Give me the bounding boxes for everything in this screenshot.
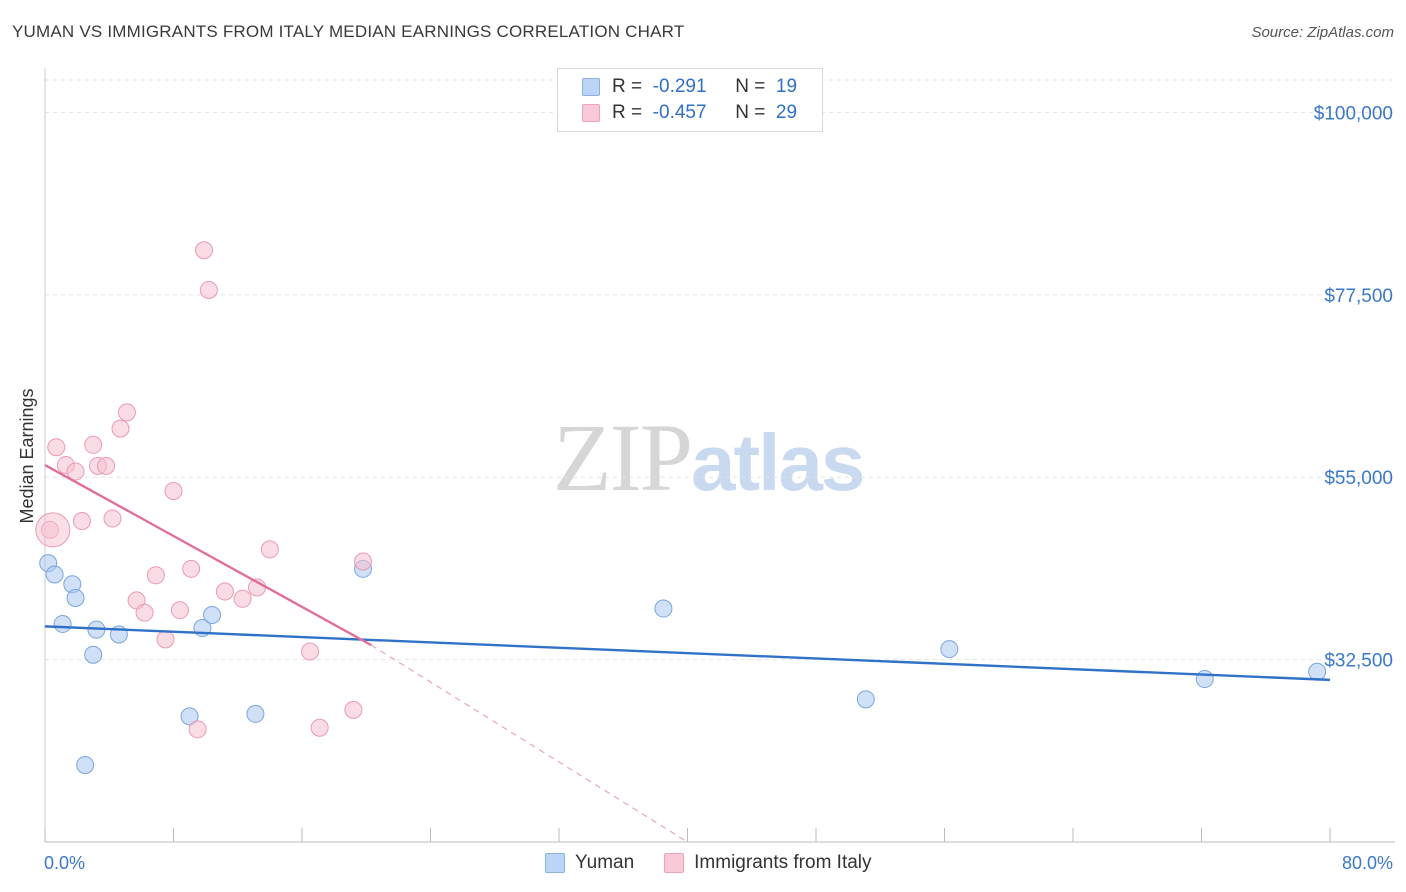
y-axis-label: Median Earnings (17, 388, 37, 523)
point-yuman (45, 565, 64, 584)
point-yuman (654, 599, 673, 618)
point-yuman (246, 704, 265, 723)
watermark: ZIPatlas (553, 402, 865, 513)
point-yuman (856, 690, 875, 709)
legend-r-value: -0.457 (652, 102, 707, 123)
point-italy (215, 582, 234, 601)
point-italy (344, 700, 363, 719)
chart-title: YUMAN VS IMMIGRANTS FROM ITALY MEDIAN EA… (12, 22, 685, 41)
series-legend-yuman: Yuman (545, 852, 634, 874)
legend-n-label: N = (735, 102, 766, 123)
series-legend: Yuman Immigrants from Italy (545, 852, 902, 874)
point-italy (301, 642, 320, 661)
y-tick-label: $100,000 (1314, 103, 1393, 124)
point-italy (233, 589, 252, 608)
point-yuman (203, 606, 222, 625)
y-tick-label: $77,500 (1324, 286, 1393, 307)
point-italy (195, 241, 214, 260)
point-yuman (1308, 662, 1327, 681)
legend-row-italy: R = -0.457 N = 29 (582, 101, 797, 125)
point-italy (103, 509, 122, 528)
point-yuman (940, 640, 959, 659)
correlation-legend: R = -0.291 N = 19 R = -0.457 N = 29 (557, 68, 823, 132)
source-label: Source: ZipAtlas.com (1251, 24, 1394, 41)
series-label-yuman: Yuman (575, 852, 635, 873)
point-yuman (76, 755, 95, 774)
point-italy (47, 438, 66, 457)
point-italy (97, 456, 116, 475)
legend-row-yuman: R = -0.291 N = 19 (582, 75, 797, 99)
legend-r-value: -0.291 (652, 76, 707, 97)
legend-r-label: R = (612, 102, 643, 123)
point-italy (188, 720, 207, 739)
series-swatch-yuman (545, 853, 565, 873)
point-italy (72, 511, 91, 530)
legend-n-value: 29 (775, 102, 798, 123)
series-legend-italy: Immigrants from Italy (664, 852, 872, 874)
y-tick-label: $32,500 (1324, 651, 1393, 672)
trend-line-yuman (44, 625, 1331, 682)
point-italy (146, 566, 165, 585)
point-italy (135, 603, 154, 622)
legend-swatch-yuman (582, 78, 600, 96)
point-italy (310, 718, 329, 737)
point-italy (354, 552, 373, 571)
trend-extension-italy (370, 644, 688, 843)
point-yuman (84, 645, 103, 664)
series-swatch-italy (664, 853, 685, 873)
series-label-italy: Immigrants from Italy (694, 852, 872, 873)
watermark-zip: ZIP (553, 404, 693, 511)
point-italy (84, 435, 103, 454)
point-italy-large (35, 512, 71, 548)
point-yuman (66, 588, 85, 607)
trend-line-italy (44, 464, 372, 647)
y-tick-label: $55,000 (1324, 468, 1393, 489)
point-italy (117, 403, 136, 422)
point-italy (111, 419, 130, 438)
point-yuman (180, 707, 199, 726)
point-italy (66, 462, 85, 481)
x-tick-label: 0.0% (44, 853, 85, 873)
x-tick-label: 80.0% (1342, 853, 1393, 873)
point-italy (199, 280, 218, 299)
point-yuman (1195, 670, 1214, 689)
watermark-atlas: atlas (691, 418, 865, 507)
legend-swatch-italy (582, 104, 600, 122)
point-italy (164, 481, 183, 500)
point-italy (260, 540, 279, 559)
point-italy (170, 601, 189, 620)
legend-n-value: 19 (775, 76, 798, 97)
legend-n-label: N = (735, 76, 766, 97)
point-italy (182, 559, 201, 578)
legend-r-label: R = (612, 76, 643, 97)
point-yuman (53, 614, 72, 633)
point-italy (156, 630, 175, 649)
